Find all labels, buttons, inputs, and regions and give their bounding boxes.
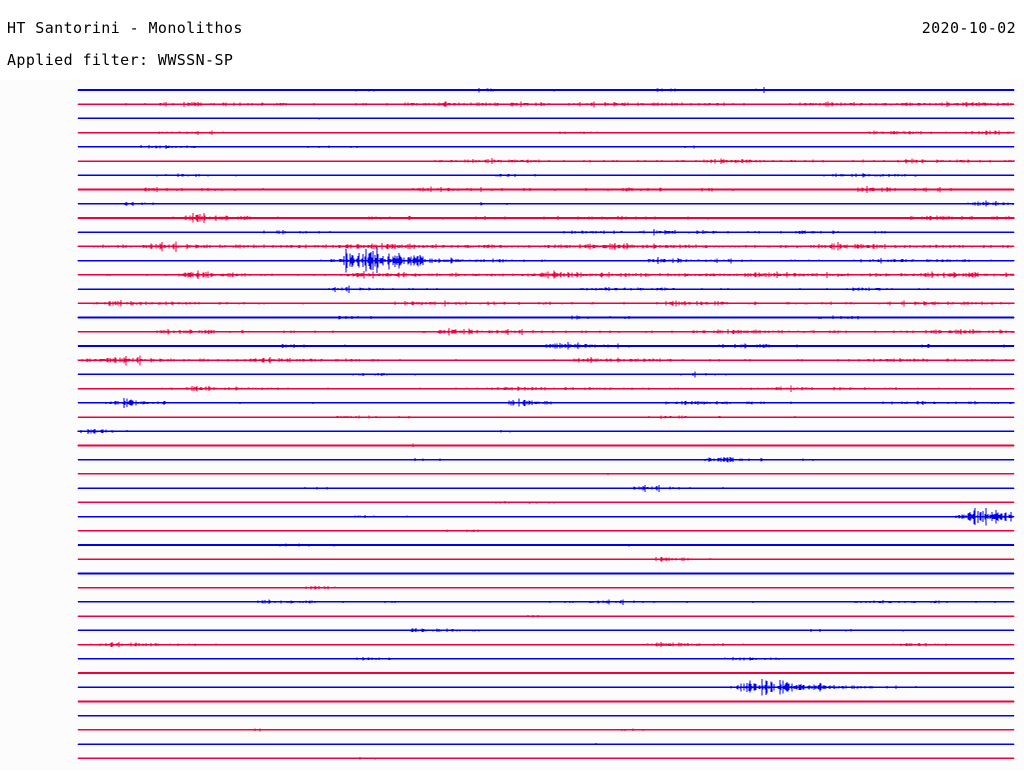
helicorder-plot: 00:00 00:30 01:00 01:30 02:00 02:30 03:00 03:30… xyxy=(0,80,1024,770)
page-title: HT Santorini - Monolithos xyxy=(7,19,243,37)
date-label: 2020-10-02 xyxy=(921,19,1016,37)
seismogram-traces xyxy=(0,80,1024,770)
applied-filter-label: Applied filter: WWSSN-SP xyxy=(7,51,234,69)
